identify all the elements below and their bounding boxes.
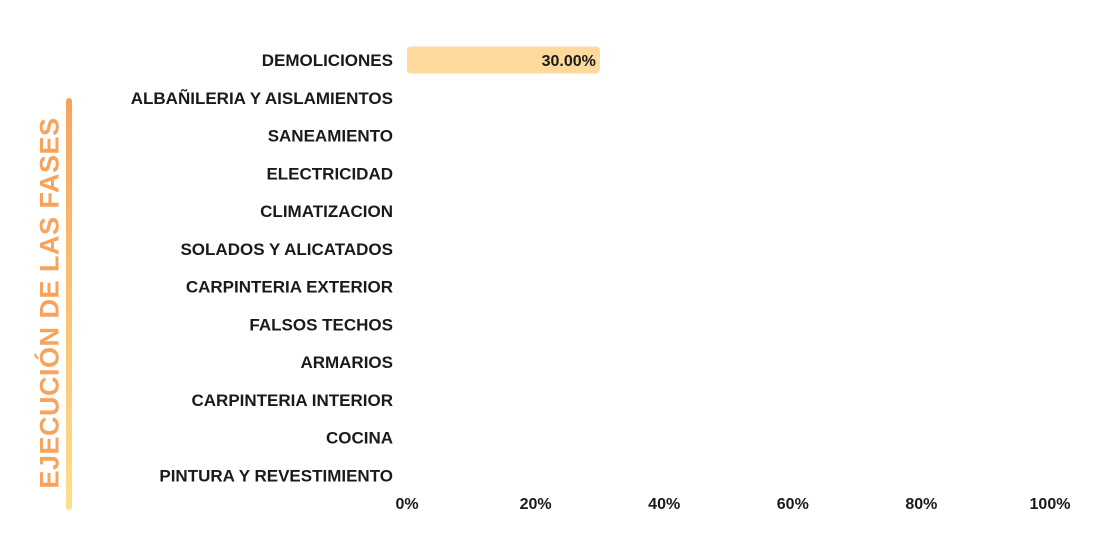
category-label: CARPINTERIA INTERIOR <box>192 391 394 410</box>
category-label: CLIMATIZACION <box>260 202 393 221</box>
category-label: DEMOLICIONES <box>262 51 393 70</box>
category-label: SOLADOS Y ALICATADOS <box>180 240 393 259</box>
category-label: PINTURA Y REVESTIMIENTO <box>159 466 393 485</box>
category-label: FALSOS TECHOS <box>249 315 393 334</box>
bar <box>407 46 600 74</box>
x-tick-label: 0% <box>395 496 418 513</box>
bar-data-label: 30.00% <box>542 53 596 70</box>
category-label: ALBAÑILERIA Y AISLAMIENTOS <box>131 88 393 108</box>
category-label: SANEAMIENTO <box>268 127 393 146</box>
y-axis-accent-bar <box>66 98 72 510</box>
x-tick-label: 80% <box>905 496 937 513</box>
x-tick-label: 60% <box>777 496 809 513</box>
category-label: COCINA <box>326 429 393 448</box>
x-tick-label: 100% <box>1030 496 1071 513</box>
x-tick-label: 20% <box>520 496 552 513</box>
category-label: ARMARIOS <box>300 353 393 372</box>
category-label: ELECTRICIDAD <box>266 164 393 183</box>
x-tick-label: 40% <box>648 496 680 513</box>
category-label: CARPINTERIA EXTERIOR <box>186 278 393 297</box>
